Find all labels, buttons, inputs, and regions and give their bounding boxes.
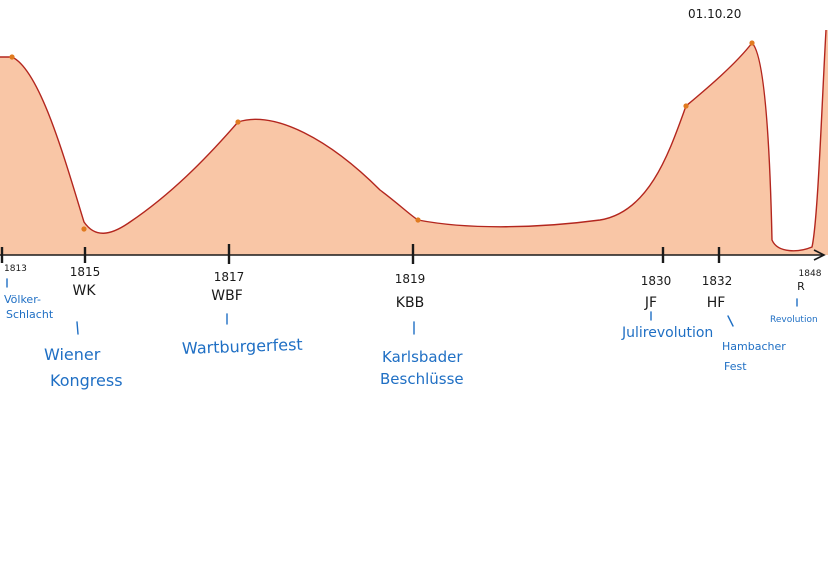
year-label-1817: 1817 bbox=[214, 270, 245, 284]
event-name-1832-line1: Hambacher bbox=[722, 340, 786, 353]
event-name-1819: Karlsbader Beschlüsse bbox=[380, 348, 467, 388]
event-name-1813-line2: Schlacht bbox=[6, 308, 54, 321]
abbr-label-1832: HF bbox=[707, 295, 726, 311]
year-label-1848: 1848 bbox=[799, 269, 822, 279]
point-1819 bbox=[415, 217, 421, 223]
curve-points bbox=[9, 40, 755, 232]
axis-ticks bbox=[0, 244, 721, 264]
connector-1815 bbox=[76, 321, 79, 335]
point-1832 bbox=[749, 40, 755, 46]
year-label-1819: 1819 bbox=[395, 272, 426, 286]
event-name-1830: Julirevolution bbox=[621, 325, 713, 341]
trend-curve bbox=[0, 29, 827, 252]
year-label-1815: 1815 bbox=[70, 265, 101, 279]
event-name-1813: Völker- Schlacht bbox=[4, 293, 54, 321]
point-1817 bbox=[235, 119, 241, 125]
event-name-1815: Wiener Kongress bbox=[44, 345, 123, 390]
date-label: 01.10.20 bbox=[688, 7, 741, 21]
year-label-1830: 1830 bbox=[641, 274, 672, 288]
time-axis bbox=[0, 249, 826, 261]
area-fill bbox=[0, 30, 828, 255]
event-name-1832: Hambacher Fest bbox=[722, 340, 789, 373]
abbr-label-1817: WBF bbox=[211, 288, 243, 304]
point-1813 bbox=[9, 54, 15, 60]
event-name-1813-line1: Völker- bbox=[4, 293, 41, 306]
event-name-1832-line2: Fest bbox=[724, 360, 747, 373]
connector-1832 bbox=[727, 315, 734, 327]
abbr-label-1848: R bbox=[797, 280, 805, 293]
abbr-label-1815: WK bbox=[72, 283, 96, 299]
point-1830 bbox=[683, 103, 689, 109]
year-label-1813: 1813 bbox=[4, 264, 27, 274]
event-name-1815-line2: Kongress bbox=[50, 371, 123, 390]
event-name-1815-line1: Wiener bbox=[44, 345, 101, 364]
abbr-label-1819: KBB bbox=[396, 295, 424, 311]
event-name-1848: Revolution bbox=[770, 315, 818, 325]
event-name-1819-line2: Beschlüsse bbox=[380, 370, 464, 388]
point-1815 bbox=[81, 226, 87, 232]
annotation-connectors bbox=[6, 278, 798, 335]
year-label-1832: 1832 bbox=[702, 274, 733, 288]
abbr-label-1830: JF bbox=[644, 295, 657, 311]
event-name-1819-line1: Karlsbader bbox=[382, 348, 463, 366]
event-name-1817: Wartburgerfest bbox=[182, 335, 303, 358]
